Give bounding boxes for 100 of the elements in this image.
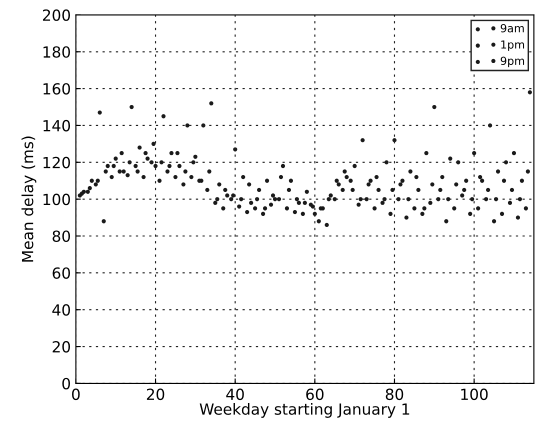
point: [510, 188, 514, 192]
point: [270, 193, 276, 198]
point: [304, 190, 309, 194]
point: [480, 178, 484, 183]
point: [454, 182, 458, 186]
point: [324, 222, 329, 228]
point: [376, 188, 381, 192]
point: [334, 178, 339, 183]
point: [159, 160, 164, 164]
point: [237, 204, 242, 209]
point: [502, 178, 506, 183]
point: [272, 197, 278, 202]
point: [130, 104, 134, 110]
point: [114, 156, 118, 161]
point: [364, 197, 369, 202]
point: [276, 197, 282, 202]
point: [247, 182, 252, 186]
point: [408, 169, 412, 174]
point: [416, 188, 420, 192]
point: [508, 200, 512, 205]
point: [366, 182, 371, 186]
point: [278, 174, 284, 180]
point: [209, 101, 214, 106]
point: [420, 212, 424, 216]
point: [284, 206, 290, 210]
y-tick-label: 0: [62, 378, 70, 390]
y-tick-label: 200: [42, 9, 70, 21]
point: [118, 169, 122, 174]
point: [352, 164, 357, 168]
point: [374, 174, 379, 180]
point: [430, 182, 434, 186]
point: [145, 156, 150, 161]
point: [400, 178, 405, 183]
point: [213, 200, 218, 205]
point: [96, 178, 100, 183]
point: [165, 169, 170, 174]
point: [492, 219, 496, 224]
point: [280, 164, 286, 168]
point: [432, 104, 436, 110]
point: [181, 182, 186, 186]
point: [424, 151, 428, 156]
point: [207, 169, 212, 174]
point: [360, 138, 365, 142]
x-tick-label: 60: [306, 388, 324, 400]
point: [122, 169, 126, 174]
point: [398, 182, 403, 186]
point: [414, 174, 418, 180]
x-tick-label: 40: [226, 388, 244, 400]
point: [460, 193, 464, 198]
point: [342, 169, 347, 174]
point: [169, 151, 174, 156]
point: [217, 182, 222, 186]
point: [464, 178, 468, 183]
y-tick-label: 160: [44, 83, 70, 95]
point: [189, 174, 194, 180]
point: [239, 197, 244, 202]
x-tick-label: 0: [72, 388, 80, 400]
point: [300, 212, 305, 216]
point: [288, 178, 294, 183]
point: [336, 182, 341, 186]
point: [175, 151, 180, 156]
legend-label: 1pm: [501, 40, 524, 51]
point: [153, 164, 158, 168]
x-tick-label: 20: [146, 388, 164, 400]
point: [106, 164, 110, 168]
point: [98, 110, 102, 115]
point: [478, 174, 482, 180]
point: [388, 212, 393, 216]
y-tick-label: 100: [44, 194, 70, 206]
point: [344, 174, 349, 180]
legend-label: 9am: [500, 24, 524, 32]
point: [167, 164, 172, 168]
point: [245, 210, 250, 214]
point: [332, 197, 337, 202]
point: [340, 188, 345, 192]
legend-label: 9pm: [500, 56, 524, 68]
point: [110, 174, 114, 180]
point: [528, 90, 532, 94]
point: [151, 142, 156, 146]
y-axis-title: Mean delay (ms): [22, 136, 36, 262]
point: [516, 215, 520, 220]
y-tick-label: 180: [44, 46, 70, 58]
point: [262, 206, 268, 210]
point: [358, 197, 363, 202]
point: [296, 200, 301, 205]
point: [440, 174, 444, 180]
point: [476, 206, 480, 210]
point: [161, 114, 166, 118]
point: [484, 197, 488, 202]
point: [496, 169, 500, 174]
point: [183, 169, 188, 174]
point: [126, 173, 130, 178]
point: [249, 200, 254, 205]
point: [348, 178, 353, 183]
point: [177, 164, 182, 168]
point: [500, 212, 504, 216]
y-tick-label: 140: [44, 120, 70, 132]
point: [428, 200, 432, 205]
point: [524, 206, 528, 210]
point: [231, 193, 236, 198]
